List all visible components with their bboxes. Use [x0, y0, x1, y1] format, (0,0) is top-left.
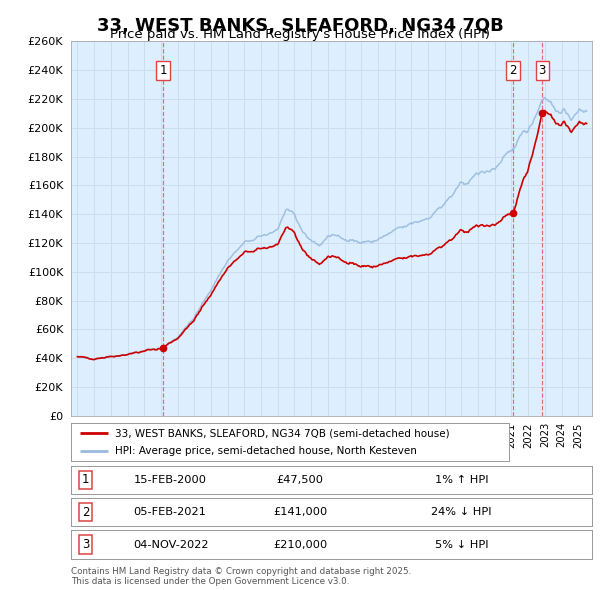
Text: 05-FEB-2021: 05-FEB-2021 [133, 507, 206, 517]
Text: 1% ↑ HPI: 1% ↑ HPI [434, 475, 488, 484]
Text: £210,000: £210,000 [273, 540, 327, 549]
Text: 1: 1 [159, 64, 167, 77]
Text: 1: 1 [82, 473, 89, 486]
Text: Price paid vs. HM Land Registry's House Price Index (HPI): Price paid vs. HM Land Registry's House … [110, 28, 490, 41]
Text: 2: 2 [509, 64, 517, 77]
Text: 33, WEST BANKS, SLEAFORD, NG34 7QB (semi-detached house): 33, WEST BANKS, SLEAFORD, NG34 7QB (semi… [115, 428, 449, 438]
Text: 3: 3 [539, 64, 546, 77]
Text: 24% ↓ HPI: 24% ↓ HPI [431, 507, 492, 517]
Text: 2: 2 [82, 506, 89, 519]
Text: 04-NOV-2022: 04-NOV-2022 [133, 540, 209, 549]
Text: £47,500: £47,500 [277, 475, 323, 484]
Text: 33, WEST BANKS, SLEAFORD, NG34 7QB: 33, WEST BANKS, SLEAFORD, NG34 7QB [97, 17, 503, 35]
Text: £141,000: £141,000 [273, 507, 327, 517]
Text: Contains HM Land Registry data © Crown copyright and database right 2025.
This d: Contains HM Land Registry data © Crown c… [71, 567, 411, 586]
Text: 15-FEB-2000: 15-FEB-2000 [133, 475, 206, 484]
Text: HPI: Average price, semi-detached house, North Kesteven: HPI: Average price, semi-detached house,… [115, 446, 416, 456]
Text: 3: 3 [82, 538, 89, 551]
Text: 5% ↓ HPI: 5% ↓ HPI [434, 540, 488, 549]
